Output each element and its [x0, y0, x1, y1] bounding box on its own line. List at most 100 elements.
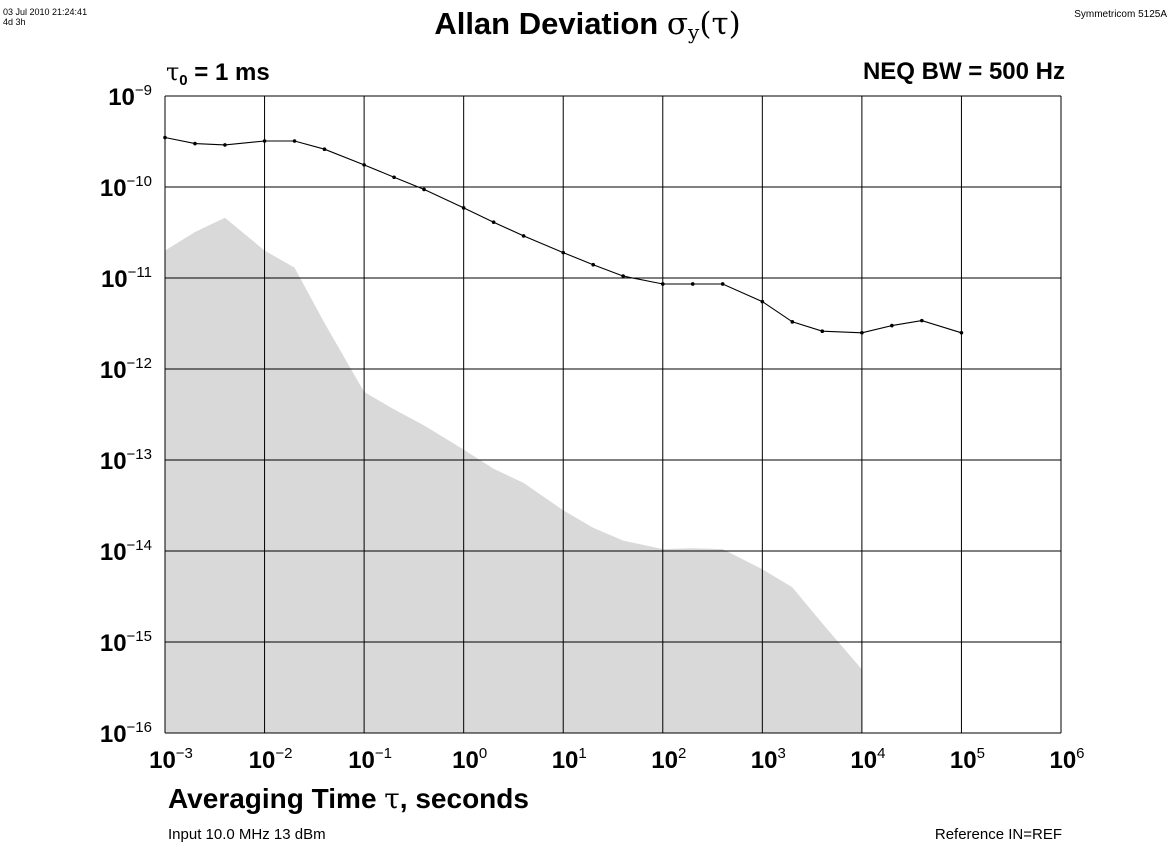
- y-tick-label: 10−12: [100, 355, 152, 384]
- data-point: [461, 206, 466, 210]
- x-axis-label-text: Averaging Time: [168, 783, 385, 814]
- y-tick-label: 10−11: [101, 264, 152, 293]
- data-point: [422, 187, 426, 192]
- noise-floor-area-layer: [165, 217, 862, 733]
- tick-base: 10: [100, 175, 127, 202]
- tick-base: 10: [651, 747, 678, 774]
- tick-base: 10: [100, 448, 127, 475]
- y-tick-label: 10−13: [100, 446, 152, 475]
- x-tick-label: 101: [552, 745, 587, 774]
- tick-base: 10: [149, 747, 176, 774]
- grid-layer: [164, 95, 1062, 734]
- timestamp-duration: 4d 3h: [3, 17, 26, 27]
- tau0-subscript: 0: [179, 72, 188, 89]
- tick-exponent: −10: [127, 173, 152, 190]
- tick-exponent: 4: [877, 745, 885, 762]
- data-point: [521, 234, 526, 238]
- noise-floor-area: [165, 217, 862, 733]
- tick-base: 10: [348, 747, 375, 774]
- tick-exponent: −3: [176, 745, 193, 762]
- x-axis-label-tau: τ: [384, 782, 400, 815]
- tick-base: 10: [552, 747, 579, 774]
- tick-base: 10: [950, 747, 977, 774]
- data-point: [920, 318, 924, 323]
- tick-exponent: −14: [127, 537, 152, 554]
- input-info: Input 10.0 MHz 13 dBm: [168, 826, 326, 843]
- x-tick-label: 102: [651, 745, 686, 774]
- data-point: [362, 163, 366, 167]
- tau0-symbol: τ: [166, 58, 180, 86]
- data-point: [193, 141, 197, 146]
- y-tick-label: 10−16: [100, 719, 152, 748]
- tick-base: 10: [1049, 747, 1076, 774]
- data-point: [591, 262, 595, 267]
- tick-base: 10: [850, 747, 877, 774]
- tick-exponent: 0: [479, 745, 487, 762]
- data-point: [820, 329, 825, 334]
- tick-base: 10: [100, 357, 127, 384]
- tick-exponent: −2: [275, 745, 292, 762]
- data-point: [760, 299, 765, 304]
- timestamp: 03 Jul 2010 21:24:41 4d 3h: [3, 7, 87, 27]
- tick-base: 10: [100, 721, 127, 748]
- y-tick-label: 10−15: [100, 628, 152, 657]
- y-tick-label: 10−10: [100, 173, 152, 202]
- tick-base: 10: [108, 84, 135, 111]
- tick-exponent: 6: [1076, 745, 1084, 762]
- data-point: [890, 323, 894, 328]
- chart-title-text: Allan Deviation: [434, 6, 667, 41]
- data-point: [660, 282, 665, 286]
- tick-exponent: −12: [127, 355, 152, 372]
- chart-title: Allan Deviation σy(τ): [0, 6, 1175, 44]
- data-point: [720, 282, 725, 286]
- tick-base: 10: [249, 747, 276, 774]
- x-tick-label: 106: [1049, 745, 1084, 774]
- instrument-name: Symmetricom 5125A: [1074, 9, 1167, 20]
- data-point: [223, 143, 227, 147]
- data-point: [790, 320, 795, 324]
- data-point: [959, 330, 964, 335]
- tick-exponent: 1: [578, 745, 586, 762]
- tick-exponent: −11: [128, 264, 152, 281]
- x-axis-label: Averaging Time τ, seconds: [168, 782, 529, 815]
- tick-exponent: −15: [127, 628, 152, 645]
- tick-exponent: −9: [135, 82, 152, 99]
- data-point: [262, 139, 267, 143]
- data-point: [163, 135, 167, 140]
- neq-bw-annotation: NEQ BW = 500 Hz: [862, 58, 1065, 85]
- data-point: [292, 139, 297, 143]
- tau0-value: = 1 ms: [187, 59, 270, 86]
- tick-exponent: −1: [375, 745, 392, 762]
- x-tick-label: 10−1: [348, 745, 392, 774]
- data-point: [491, 220, 496, 225]
- tick-exponent: −16: [127, 719, 152, 736]
- chart-title-sigma: σ: [666, 6, 689, 42]
- data-line-layer: [163, 135, 964, 335]
- x-axis-label-suffix: , seconds: [399, 783, 529, 814]
- tick-exponent: 5: [977, 745, 985, 762]
- timestamp-date: 03 Jul 2010 21:24:41: [3, 7, 88, 17]
- tick-base: 10: [751, 747, 778, 774]
- x-tick-label: 103: [751, 745, 786, 774]
- tick-base: 10: [100, 630, 127, 657]
- x-tick-labels: 10−3 10−2 10−1 100 101 102 103 104 105 106: [149, 745, 1084, 774]
- data-point: [561, 250, 566, 255]
- y-tick-label: 10−14: [100, 537, 152, 566]
- x-tick-label: 104: [850, 745, 885, 774]
- data-point: [860, 330, 864, 335]
- tick-exponent: 3: [778, 745, 786, 762]
- tick-exponent: −13: [127, 446, 152, 463]
- x-tick-label: 10−3: [149, 745, 193, 774]
- x-tick-label: 100: [452, 745, 487, 774]
- data-point: [392, 175, 396, 180]
- x-tick-label: 10−2: [249, 745, 293, 774]
- data-point: [690, 282, 695, 286]
- x-tick-label: 105: [950, 745, 985, 774]
- tick-base: 10: [100, 539, 127, 566]
- data-point: [621, 274, 625, 278]
- tick-exponent: 2: [678, 745, 686, 762]
- tau0-annotation: τ0 = 1 ms: [166, 58, 270, 89]
- chart-title-argument: (τ): [699, 6, 741, 42]
